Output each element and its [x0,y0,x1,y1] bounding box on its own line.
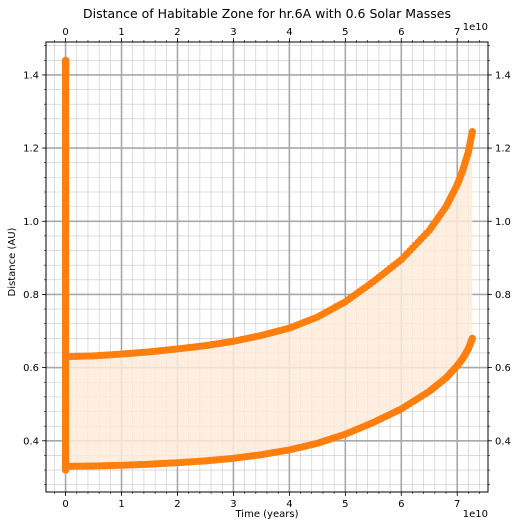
habitable-zone-fill [65,131,473,467]
x-tick-label-bottom: 5 [342,499,348,510]
axis-ticks: 0 0 1 1 2 2 3 3 4 4 5 5 6 6 7 7 0.4 0.4 0.6 0.6 0.8 0.8 1.0 1.0… [23,27,511,510]
y-tick-label-right: 0.6 [495,363,511,374]
y-axis-label: Distance (AU) [7,227,18,296]
x-tick-label-bottom: 3 [230,499,236,510]
y-tick-label-right: 1.2 [495,144,511,155]
fill-area [65,131,473,467]
data-point-series-0 [468,128,476,136]
y-tick-label-left: 0.8 [23,290,39,301]
x-tick-label-top: 5 [342,27,348,38]
y-tick-label-left: 0.4 [23,436,39,447]
x-axis-label: Time (years) [235,509,299,520]
data-point-series-1 [468,334,476,342]
x-tick-label-top: 7 [454,27,460,38]
x-tick-label-top: 1 [118,27,124,38]
x-tick-label-bottom: 4 [286,499,292,510]
x-tick-label-bottom: 7 [454,499,460,510]
y-tick-label-left: 1.2 [23,144,39,155]
chart-title: Distance of Habitable Zone for hr.6A wit… [83,6,451,21]
y-tick-label-left: 1.0 [23,217,39,228]
x-tick-label-top: 6 [398,27,404,38]
x-tick-label-bottom: 0 [62,499,68,510]
x-tick-label-bottom: 6 [398,499,404,510]
y-tick-label-left: 1.4 [23,70,39,81]
x-tick-label-bottom: 1 [118,499,124,510]
x-offset-label-top: 1e10 [463,22,488,33]
x-tick-label-top: 4 [286,27,292,38]
y-tick-label-right: 1.4 [495,70,511,81]
x-tick-label-top: 2 [174,27,180,38]
y-tick-label-left: 0.6 [23,363,39,374]
data-point-series-2 [61,56,70,64]
x-offset-label-bottom: 1e10 [463,509,488,520]
y-tick-label-right: 1.0 [495,217,511,228]
data-marks [61,56,476,474]
y-tick-label-right: 0.4 [495,436,511,447]
x-tick-label-top: 0 [62,27,68,38]
x-tick-label-top: 3 [230,27,236,38]
y-tick-label-right: 0.8 [495,290,511,301]
x-tick-label-bottom: 2 [174,499,180,510]
